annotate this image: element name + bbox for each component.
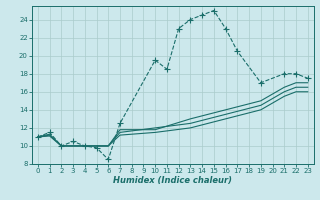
- X-axis label: Humidex (Indice chaleur): Humidex (Indice chaleur): [113, 176, 232, 185]
